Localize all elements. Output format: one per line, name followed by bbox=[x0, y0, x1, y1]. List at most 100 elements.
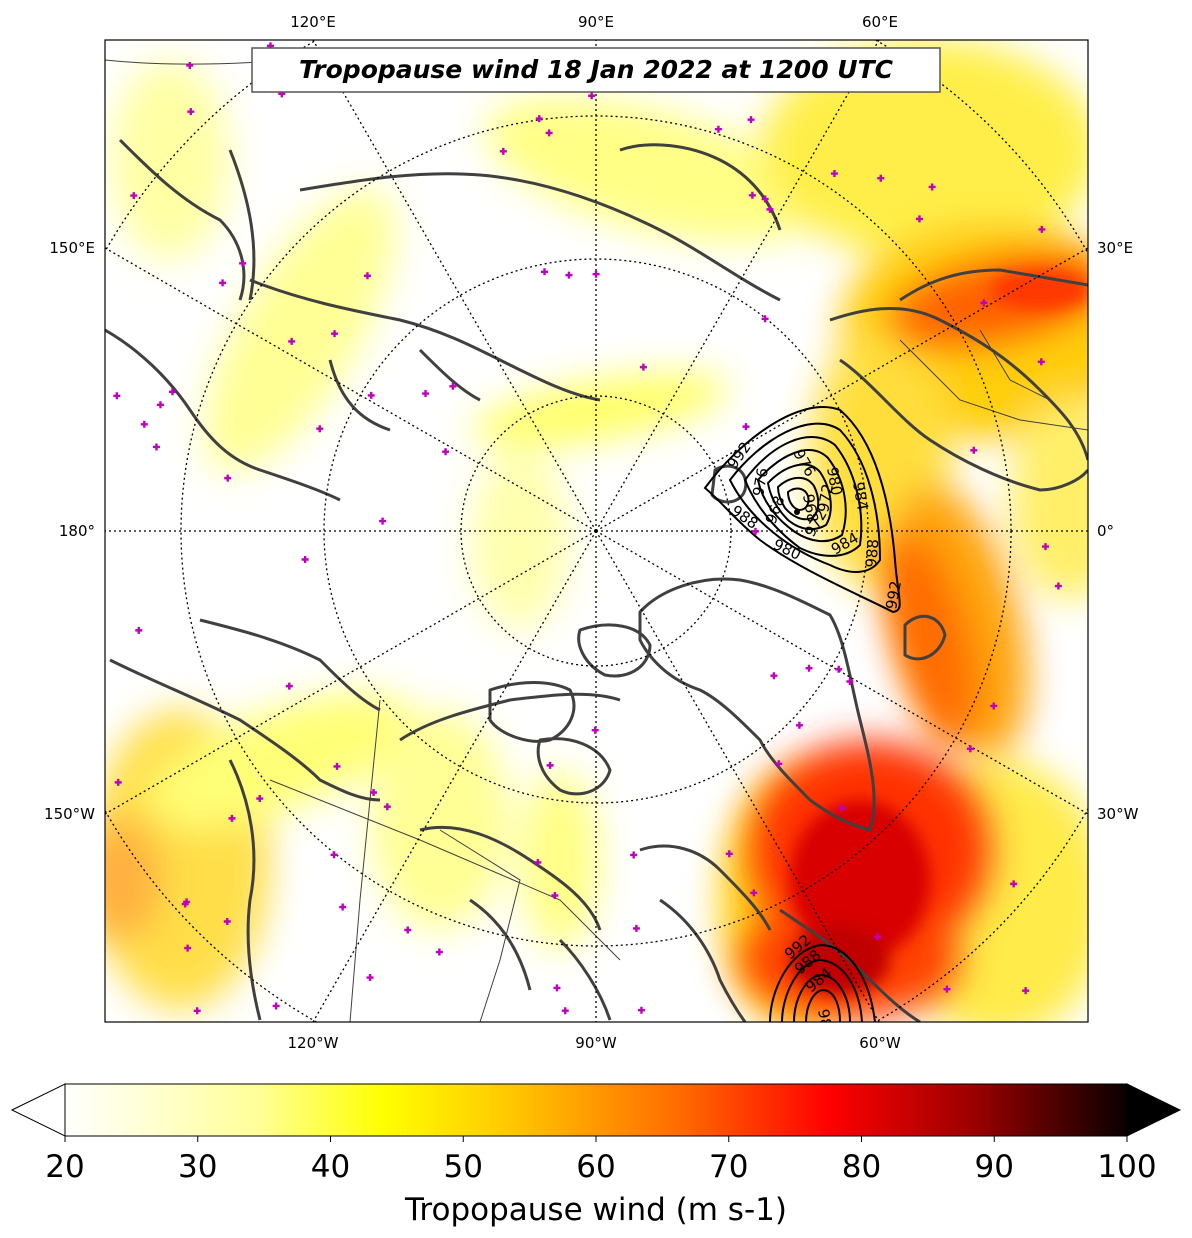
colorbar-extend-low bbox=[10, 1083, 66, 1137]
station-marker bbox=[186, 61, 194, 69]
station-marker bbox=[288, 337, 296, 345]
low-center-marker bbox=[794, 509, 800, 515]
political-borders bbox=[105, 49, 1088, 1022]
colorbar-gradient bbox=[65, 1084, 1127, 1136]
station-marker bbox=[915, 215, 923, 223]
station-marker bbox=[422, 390, 430, 398]
colorbar-tick-label: 90 bbox=[975, 1149, 1014, 1185]
lon-label-right: 30°E bbox=[1097, 239, 1133, 257]
station-marker bbox=[187, 108, 195, 116]
station-marker bbox=[747, 116, 755, 124]
coastlines bbox=[105, 138, 1088, 1022]
station-marker bbox=[367, 391, 375, 399]
station-marker bbox=[742, 423, 750, 431]
lon-label-top: 60°E bbox=[862, 13, 898, 31]
station-marker bbox=[546, 761, 554, 769]
colorbar-tick-label: 70 bbox=[709, 1149, 748, 1185]
station-marker bbox=[748, 191, 756, 199]
station-marker bbox=[766, 205, 774, 213]
colorbar-tick-label: 30 bbox=[178, 1149, 217, 1185]
station-marker bbox=[761, 195, 769, 203]
lon-label-left: 150°W bbox=[44, 805, 95, 823]
station-marker bbox=[113, 392, 121, 400]
station-marker bbox=[980, 299, 988, 307]
station-marker bbox=[725, 850, 733, 858]
station-marker bbox=[561, 1007, 569, 1015]
map-title-box: Tropopause wind 18 Jan 2022 at 1200 UTC bbox=[251, 47, 941, 93]
station-marker bbox=[316, 425, 324, 433]
station-marker bbox=[442, 448, 450, 456]
station-marker bbox=[330, 851, 338, 859]
pressure-contours-labrador-low bbox=[769, 943, 876, 1022]
station-marker bbox=[219, 279, 227, 287]
colorbar-label: Tropopause wind (m s-1) bbox=[404, 1192, 787, 1228]
station-marker bbox=[775, 760, 783, 768]
colorbar-tick-label: 60 bbox=[576, 1149, 615, 1185]
station-marker bbox=[750, 889, 758, 897]
station-marker bbox=[846, 678, 854, 686]
colorbar-tick-label: 40 bbox=[311, 1149, 350, 1185]
station-marker bbox=[404, 926, 412, 934]
longitude-labels: 120°E 90°E 60°E 120°W 90°W 60°W 150°E 18… bbox=[44, 13, 1139, 1052]
station-marker bbox=[1042, 543, 1050, 551]
contour-label: 980 bbox=[823, 466, 846, 497]
colorbar-tick-label: 50 bbox=[444, 1149, 483, 1185]
station-marker bbox=[535, 115, 543, 123]
station-marker bbox=[970, 446, 978, 454]
lon-label-bottom: 60°W bbox=[859, 1034, 901, 1052]
station-marker bbox=[224, 474, 232, 482]
station-marker bbox=[1010, 880, 1018, 888]
lon-label-bottom: 90°W bbox=[575, 1034, 617, 1052]
station-marker bbox=[591, 726, 599, 734]
graticule bbox=[105, 40, 1088, 1022]
wind-speed-shading bbox=[105, 40, 1088, 1022]
station-marker bbox=[331, 330, 339, 338]
station-marker bbox=[333, 762, 341, 770]
lon-label-right: 0° bbox=[1097, 522, 1114, 540]
station-marker bbox=[152, 443, 160, 451]
contour-label: 992 bbox=[882, 579, 905, 610]
station-marker bbox=[874, 933, 882, 941]
station-marker bbox=[770, 672, 778, 680]
station-marker bbox=[1038, 225, 1046, 233]
station-marker bbox=[379, 517, 387, 525]
station-marker bbox=[714, 125, 722, 133]
pressure-contours-arctic-low bbox=[703, 406, 901, 614]
station-marker bbox=[301, 556, 309, 564]
station-marker bbox=[592, 270, 600, 278]
station-marker bbox=[534, 858, 542, 866]
lon-label-left: 150°E bbox=[49, 239, 95, 257]
station-marker bbox=[239, 259, 247, 267]
station-marker bbox=[285, 682, 293, 690]
station-marker bbox=[499, 147, 507, 155]
station-marker bbox=[370, 788, 378, 796]
station-marker bbox=[761, 315, 769, 323]
station-marker bbox=[1037, 358, 1045, 366]
station-marker bbox=[363, 272, 371, 280]
colorbar-extend-high bbox=[1126, 1083, 1182, 1137]
station-marker bbox=[588, 92, 596, 100]
colorbar-tick-label: 80 bbox=[842, 1149, 881, 1185]
station-marker bbox=[168, 388, 176, 396]
station-marker bbox=[181, 900, 189, 908]
station-marker bbox=[156, 401, 164, 409]
station-marker bbox=[272, 1002, 280, 1010]
station-marker bbox=[630, 851, 638, 859]
station-marker bbox=[877, 174, 885, 182]
station-marker bbox=[228, 814, 236, 822]
station-marker bbox=[795, 721, 803, 729]
station-marker bbox=[383, 803, 391, 811]
station-marker bbox=[835, 665, 843, 673]
station-marker bbox=[114, 778, 122, 786]
station-marker bbox=[1022, 987, 1030, 995]
station-marker bbox=[545, 129, 553, 137]
station-marker bbox=[928, 183, 936, 191]
station-marker bbox=[1054, 582, 1062, 590]
station-marker bbox=[193, 1007, 201, 1015]
station-marker bbox=[256, 795, 264, 803]
station-marker bbox=[435, 948, 443, 956]
colorbar-ticks: 20 30 40 50 60 70 80 90 100 bbox=[45, 1136, 1157, 1185]
station-marker bbox=[838, 804, 846, 812]
station-marker bbox=[632, 924, 640, 932]
